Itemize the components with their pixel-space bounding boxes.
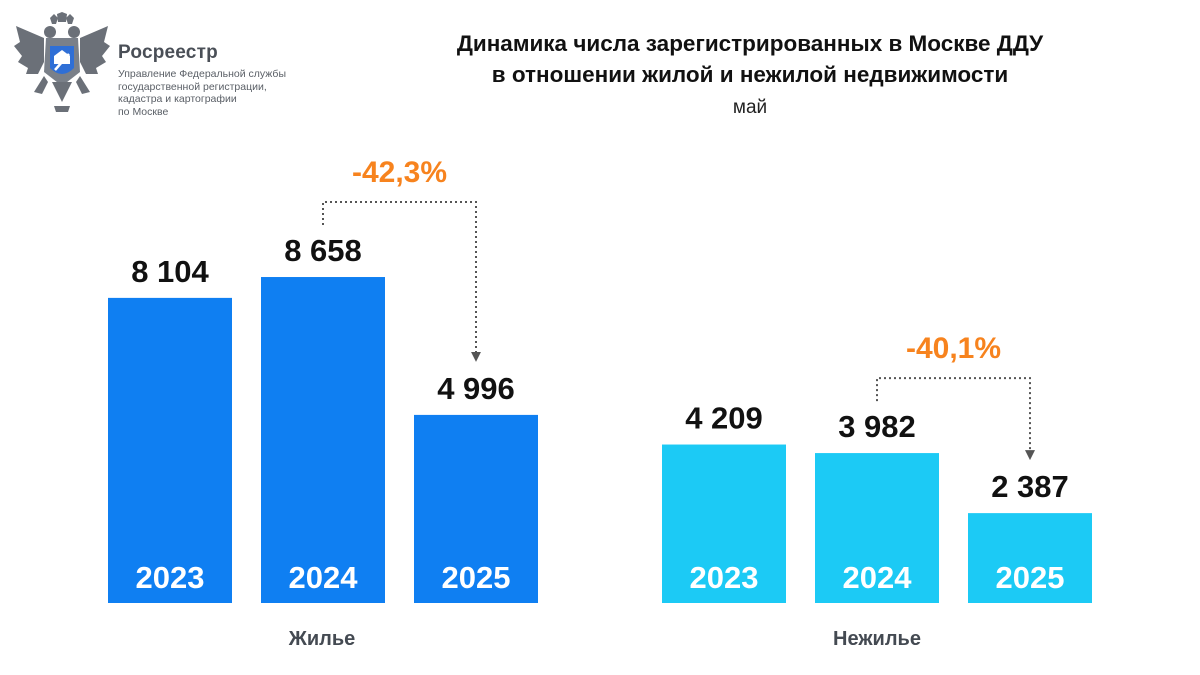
org-description: Управление Федеральной службы государств… — [118, 68, 318, 118]
chart-title-line: Динамика числа зарегистрированных в Моск… — [456, 31, 1044, 56]
change-connector-arrow — [322, 201, 481, 362]
change-percent-label: -42,3% — [352, 156, 447, 189]
bar — [662, 444, 786, 603]
chart-title-line: в отношении жилой и нежилой недвижимости — [491, 62, 1009, 87]
org-desc-line: по Москве — [118, 105, 169, 118]
org-desc-line: кадастра и картографии — [118, 93, 237, 105]
bar-category-label: 2023 — [690, 560, 759, 595]
bar — [108, 297, 232, 603]
bar-category-label: 2024 — [289, 560, 359, 595]
bar-value-label: 4 209 — [685, 401, 763, 436]
rosreestr-logo: Росреестр Управление Федеральной службы … — [14, 12, 314, 122]
bar — [815, 453, 939, 603]
bar-value-label: 2 387 — [991, 469, 1069, 504]
bar-value-label: 4 996 — [437, 371, 515, 406]
group-label: Жилье — [288, 628, 356, 650]
chart-title: Динамика числа зарегистрированных в Моск… — [350, 28, 1150, 90]
org-desc-line: государственной регистрации, — [118, 80, 267, 93]
change-connector-arrow — [876, 377, 1035, 461]
bar-category-label: 2024 — [843, 560, 913, 595]
bar-category-label: 2025 — [996, 560, 1065, 595]
bar — [261, 277, 385, 603]
bar — [968, 513, 1092, 603]
bar-category-label: 2025 — [442, 560, 511, 595]
bar-category-label: 2023 — [136, 560, 205, 595]
bar — [414, 414, 538, 603]
org-desc-line: Управление Федеральной службы — [118, 68, 286, 80]
bar-value-label: 3 982 — [838, 409, 916, 444]
org-name: Росреестр — [118, 42, 218, 63]
double-headed-eagle-emblem-icon — [14, 12, 110, 112]
chart-subtitle: май — [732, 97, 768, 118]
change-percent-label: -40,1% — [906, 332, 1001, 365]
bar-value-label: 8 104 — [131, 254, 209, 289]
bar-value-label: 8 658 — [284, 233, 362, 268]
group-label: Нежилье — [833, 628, 921, 650]
